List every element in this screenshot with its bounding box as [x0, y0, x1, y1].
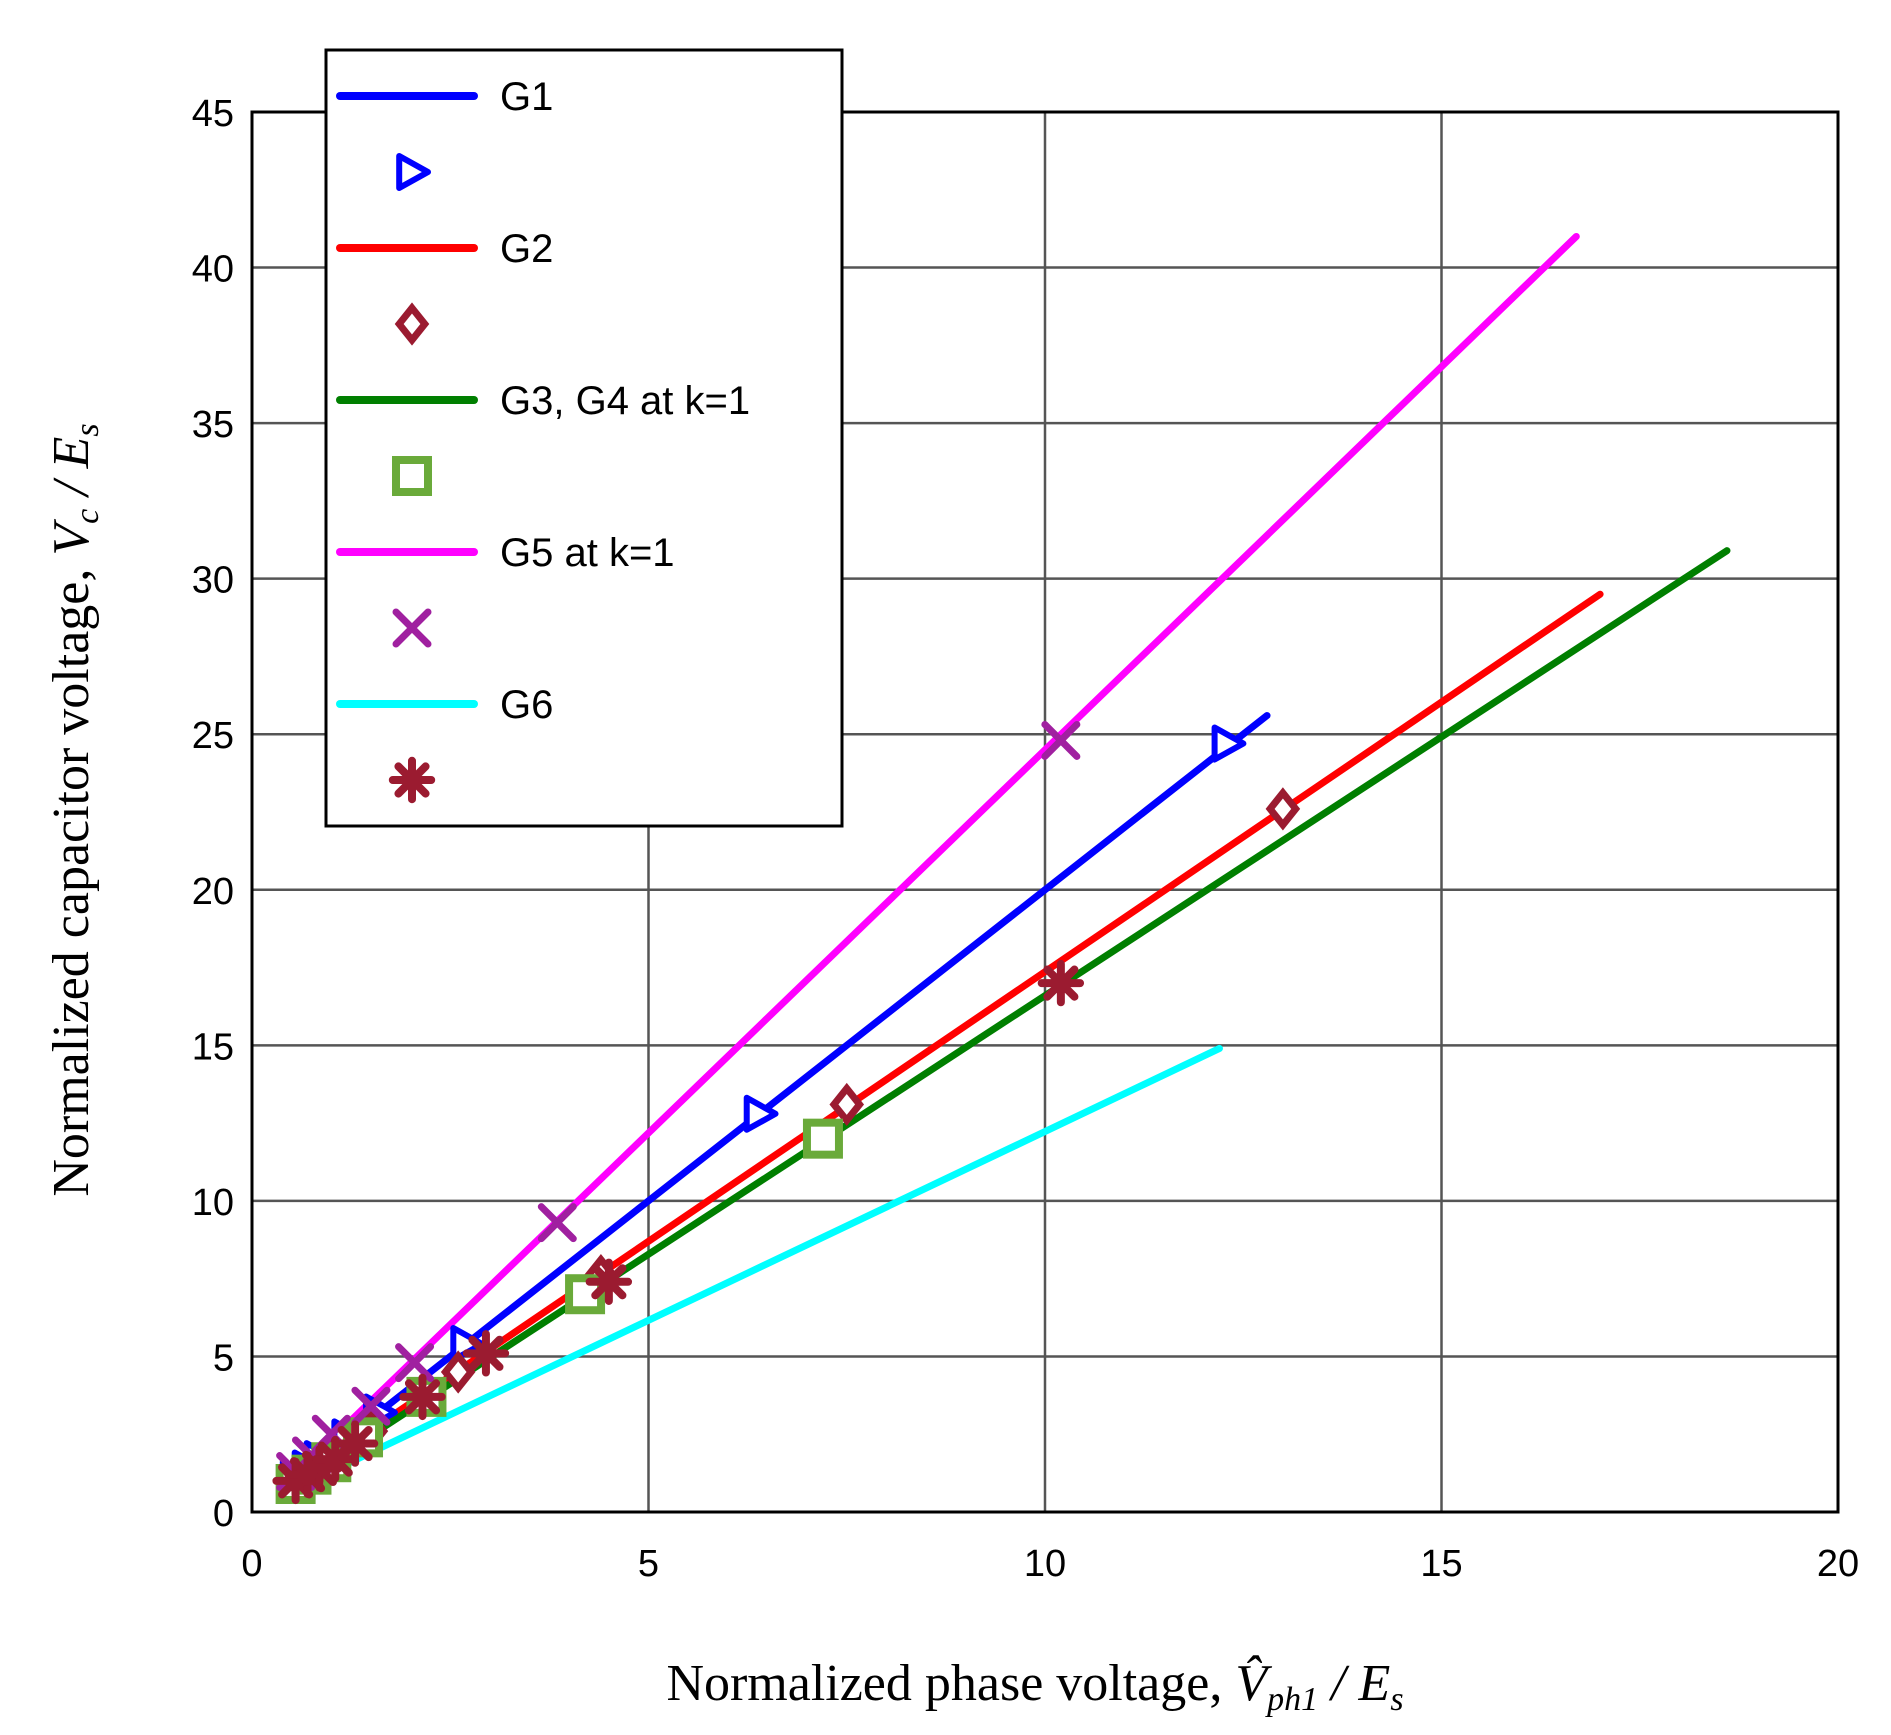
- y-tick-label: 0: [213, 1493, 234, 1535]
- y-tick-label: 45: [192, 93, 234, 135]
- series-markers: [272, 720, 1301, 1505]
- series-marker-2: [440, 1350, 476, 1394]
- x-tick-label: 20: [1817, 1543, 1859, 1585]
- series-marker-5: [462, 1330, 510, 1377]
- y-tick-label: 5: [213, 1337, 234, 1379]
- series-marker-5: [284, 1451, 331, 1498]
- series-marker-4: [1041, 720, 1081, 760]
- y-tick-label: 35: [192, 404, 234, 446]
- y-axis-label: Normalized capacitor voltage, Vc / Es: [43, 423, 106, 1196]
- series-marker-4: [537, 1203, 577, 1243]
- series-marker-5: [272, 1457, 319, 1505]
- series-marker-5: [296, 1445, 343, 1492]
- plot-area-frame: [250, 110, 1840, 1514]
- series-marker-1: [743, 1094, 779, 1133]
- legend-label-2: G2: [500, 227, 553, 271]
- legend-label-4: G5 at k=1: [500, 531, 675, 575]
- legend-marker-4: [392, 608, 432, 648]
- series-marker-1: [1211, 724, 1247, 763]
- x-tick-label: 10: [1024, 1543, 1066, 1585]
- legend-label-5: G6: [500, 683, 553, 727]
- series-marker-5: [1037, 959, 1085, 1007]
- y-tick-label: 20: [192, 871, 234, 913]
- legend-marker-1: [396, 153, 431, 191]
- y-tick-label: 25: [192, 715, 234, 757]
- y-tick-label: 10: [192, 1182, 234, 1224]
- y-tick-label: 40: [192, 249, 234, 291]
- y-tick-label: 15: [192, 1026, 234, 1068]
- series-marker-5: [399, 1373, 446, 1421]
- x-axis-label: Normalized phase voltage, V̂ph1 / Es: [666, 1655, 1403, 1718]
- series-marker-3: [802, 1118, 843, 1159]
- legend-label-3: G3, G4 at k=1: [500, 379, 750, 423]
- x-tick-label: 15: [1420, 1543, 1462, 1585]
- legend-label-1: G1: [500, 75, 553, 119]
- legend-marker-3: [392, 456, 432, 496]
- series-marker-2: [1265, 787, 1301, 831]
- series-marker-4: [395, 1343, 435, 1383]
- series-marker-5: [585, 1258, 633, 1305]
- x-tick-label: 0: [241, 1543, 262, 1585]
- series-marker-5: [331, 1420, 379, 1467]
- series-line-3: [288, 547, 1731, 1491]
- series-line-2: [288, 590, 1604, 1488]
- series-marker-4: [351, 1386, 391, 1426]
- series-line-4: [288, 232, 1580, 1482]
- y-tick-label: 30: [192, 560, 234, 602]
- x-tick-label: 5: [638, 1543, 659, 1585]
- series-marker-5: [312, 1435, 359, 1483]
- series-marker-2: [829, 1082, 865, 1127]
- legend-marker-5: [388, 756, 436, 804]
- axis-ticks: 0 5 10 15 20 0 5 10 15 20 25 30 35 40 45: [192, 93, 1859, 1585]
- legend: G1 G2 G3, G4 at k=1 G5 at k=1 G6: [324, 48, 844, 828]
- legend-marker-2: [394, 302, 430, 346]
